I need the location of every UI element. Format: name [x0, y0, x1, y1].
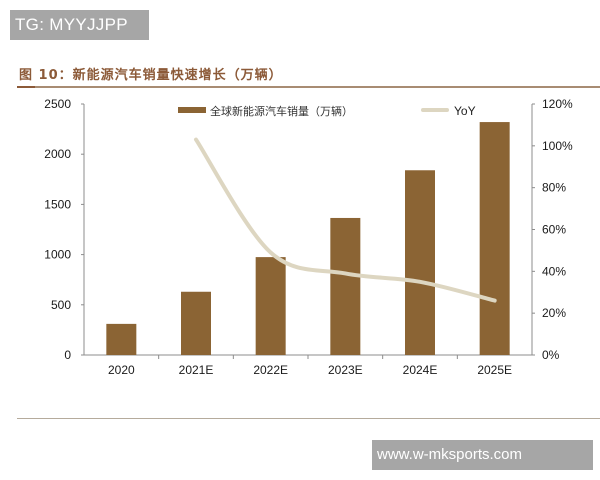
watermark-bottom: www.w-mksports.com [372, 440, 593, 470]
bar [181, 291, 211, 355]
right-axis-tick-label: 100% [542, 139, 573, 153]
x-axis-tick-label: 2020 [108, 363, 135, 377]
left-axis-tick-label: 500 [51, 298, 71, 312]
x-axis-tick-label: 2024E [403, 363, 438, 377]
bar [106, 323, 137, 355]
left-axis-tick-label: 2000 [44, 147, 71, 161]
left-axis-tick-label: 2500 [44, 97, 71, 111]
right-axis-tick-label: 0% [542, 348, 560, 362]
bottom-divider [17, 418, 600, 419]
x-axis-tick-label: 2023E [328, 363, 363, 377]
left-axis-tick-label: 1500 [44, 197, 71, 211]
legend: 全球新能源汽车销量（万辆） YoY [178, 104, 476, 118]
right-axis: 0% 20% 40% 60% 80% 100% 120% [531, 97, 573, 362]
left-axis-tick-label: 0 [64, 348, 71, 362]
legend-bar-label: 全球新能源汽车销量（万辆） [210, 104, 353, 118]
yoy-line-series [194, 137, 497, 303]
x-axis-tick-label: 2022E [253, 363, 288, 377]
right-axis-tick-label: 120% [542, 97, 573, 111]
yoy-line [194, 137, 497, 303]
bar-series [106, 122, 510, 356]
x-axis-tick-label: 2021E [179, 363, 214, 377]
legend-bar-swatch [178, 107, 206, 113]
bar [405, 170, 435, 355]
bar [479, 122, 510, 356]
title-divider [17, 86, 600, 88]
right-axis-tick-label: 20% [542, 306, 566, 320]
right-axis-tick-label: 60% [542, 223, 566, 237]
x-axis-tick-label: 2025E [477, 363, 512, 377]
bar [330, 217, 361, 355]
title-divider-accent [17, 86, 35, 88]
left-axis-tick-label: 1000 [44, 248, 71, 262]
left-axis: 0 500 1000 1500 2000 2500 [44, 97, 85, 362]
legend-line-swatch [421, 108, 449, 112]
x-axis: 2020 2021E 2022E 2023E 2024E 2025E [84, 354, 532, 377]
right-axis-tick-label: 40% [542, 264, 566, 278]
chart: 0 500 1000 1500 2000 2500 0% 20% 40% 60% 80% 100% 1… [44, 97, 573, 377]
bar [255, 257, 286, 355]
legend-line-label: YoY [454, 104, 476, 118]
right-axis-tick-label: 80% [542, 181, 566, 195]
figure-title: 图 10：新能源汽车销量快速增长（万辆） [19, 68, 283, 83]
watermark-top: TG: MYYJJPP [10, 10, 149, 40]
